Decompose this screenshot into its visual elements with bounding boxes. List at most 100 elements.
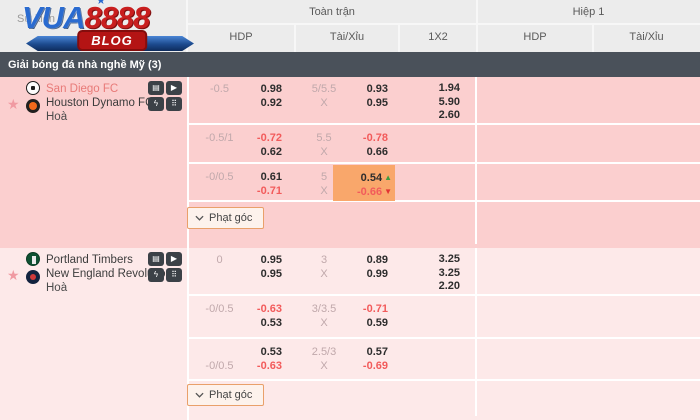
header-divider (186, 0, 188, 52)
league-header[interactable]: Giải bóng đá nhà nghề Mỹ (3) (0, 52, 700, 77)
home-team-name[interactable]: San Diego FC (46, 83, 119, 95)
corner-kicks-expand-button[interactable]: Phạt góc (187, 384, 264, 406)
pitch-view-icon[interactable]: ⠿ (166, 268, 182, 282)
away-team-name[interactable]: Houston Dynamo FC (46, 97, 154, 109)
ou-x-label: X (320, 146, 328, 158)
event-cell[interactable]: ★ Portland Timbers New England Revolutio… (0, 248, 189, 420)
column-header-hdp: HDP (229, 31, 253, 43)
event-column-header: Sự kiện (17, 13, 55, 25)
pitch-view-icon[interactable]: ⠿ (166, 97, 182, 111)
team-logo-san-diego (26, 81, 40, 95)
hdp-away-odds[interactable]: -0.63 (256, 360, 282, 372)
column-divider (475, 77, 477, 125)
favorite-star-icon[interactable]: ★ (7, 96, 20, 112)
ou-x-label: X (320, 268, 328, 280)
league-title: Giải bóng đá nhà nghề Mỹ (3) (8, 59, 162, 71)
odds-row: -0/0.5 0.61 -0.71 5 X 0.54 ▲ -0.66 (189, 164, 700, 202)
hdp-home-odds[interactable]: -0.72 (256, 132, 282, 144)
corner-kicks-label: Phạt góc (209, 389, 253, 401)
corner-kicks-label: Phạt góc (209, 212, 253, 224)
over-odds[interactable]: -0.78 (362, 132, 388, 144)
under-odds[interactable]: -0.66 (357, 186, 383, 198)
ou-line: 3/3.5 (311, 303, 337, 315)
hdp-home-odds[interactable]: -0.63 (256, 303, 282, 315)
live-stream-icon[interactable]: ▶ (166, 81, 182, 95)
header-divider (187, 23, 700, 25)
hdp-home-odds[interactable]: 0.95 (260, 254, 282, 266)
star-icon: ★ (96, 0, 106, 7)
over-odds[interactable]: 0.93 (366, 83, 388, 95)
under-odds[interactable]: -0.69 (362, 360, 388, 372)
odds-row: -0.5 0.98 0.92 5/5.5 X 0.93 0.95 1.94 5.… (189, 77, 700, 125)
1x2-draw-odds[interactable]: 3.25 (438, 266, 460, 279)
team-logo-portland (26, 252, 40, 266)
header-divider (592, 24, 594, 52)
team-logo-new-england (26, 270, 40, 284)
ou-line: 3 (320, 254, 328, 266)
team-logo-houston (26, 99, 40, 113)
over-odds[interactable]: 0.54 (360, 172, 383, 184)
hdp-home-odds[interactable]: 0.53 (260, 346, 282, 358)
over-odds[interactable]: -0.71 (362, 303, 388, 315)
corner-market-row: Phạt góc (187, 381, 700, 416)
column-divider (475, 164, 477, 202)
stats-icon[interactable]: ▤ (148, 81, 164, 95)
column-divider (475, 296, 477, 339)
fast-market-icon[interactable]: ϟ (148, 97, 164, 111)
draw-label: Hoà (46, 111, 68, 123)
away-team-name[interactable]: New England Revolution (46, 268, 172, 280)
hdp-away-odds[interactable]: 0.95 (260, 268, 282, 280)
highlighted-odds-cell: 0.54 ▲ -0.66 ▼ (333, 165, 395, 201)
trend-down-icon: ▼ (384, 187, 392, 196)
column-header-over-under: Tài/Xỉu (329, 31, 365, 43)
chevron-down-icon (195, 392, 204, 398)
under-odds[interactable]: 0.99 (366, 268, 388, 280)
header-divider (398, 24, 400, 52)
over-odds[interactable]: 0.89 (366, 254, 388, 266)
odds-row: -0/0.5 0.53 -0.63 2.5/3 X 0.57 -0.69 (189, 339, 700, 381)
site-logo[interactable]: VUA8888 ★ BLOG (22, 0, 202, 58)
column-group-first-half: Hiệp 1 (572, 6, 605, 18)
over-odds[interactable]: 0.57 (366, 346, 388, 358)
odds-row: -0.5/1 -0.72 0.62 5.5 X -0.78 0.66 (189, 125, 700, 164)
logo-numbers-text: 8888 (84, 0, 150, 35)
under-odds[interactable]: 0.95 (366, 97, 388, 109)
trend-up-icon: ▲ (384, 173, 392, 182)
event-cell[interactable]: ★ San Diego FC Houston Dynamo FC Hoà ▤ ▶… (0, 77, 189, 248)
corner-kicks-expand-button[interactable]: Phạt góc (187, 207, 264, 229)
ou-x-label: X (320, 185, 328, 197)
ou-x-label: X (320, 97, 328, 109)
under-odds[interactable]: 0.66 (366, 146, 388, 158)
home-team-name[interactable]: Portland Timbers (46, 254, 133, 266)
hdp-line: -0.5 (210, 83, 229, 95)
match-row-portland-new-england: ★ Portland Timbers New England Revolutio… (0, 248, 700, 420)
odds-row: 0 0.95 0.95 3 X 0.89 0.99 3.25 3.25 2.20 (189, 248, 700, 296)
hdp-home-odds[interactable]: 0.98 (260, 83, 282, 95)
column-group-full-time: Toàn trận (309, 6, 355, 18)
1x2-away-odds[interactable]: 2.60 (438, 109, 460, 121)
column-divider (475, 125, 477, 164)
hdp-away-odds[interactable]: -0.71 (256, 185, 282, 197)
hdp-line: 0 (216, 254, 223, 266)
live-stream-icon[interactable]: ▶ (166, 252, 182, 266)
1x2-draw-odds[interactable]: 5.90 (438, 95, 460, 108)
column-header-over-under-h1: Tài/Xỉu (629, 31, 664, 43)
hdp-away-odds[interactable]: 0.53 (260, 317, 282, 329)
hdp-away-odds[interactable]: 0.62 (260, 146, 282, 158)
1x2-home-odds[interactable]: 3.25 (438, 253, 460, 265)
stats-icon[interactable]: ▤ (148, 252, 164, 266)
hdp-away-odds[interactable]: 0.92 (260, 97, 282, 109)
under-odds[interactable]: 0.59 (366, 317, 388, 329)
logo-brand-text: VUA (22, 0, 85, 35)
hdp-home-odds[interactable]: 0.61 (260, 171, 282, 183)
favorite-star-icon[interactable]: ★ (7, 267, 20, 283)
ou-line: 5/5.5 (311, 83, 337, 95)
ou-x-label: X (320, 360, 328, 372)
column-divider (475, 248, 477, 296)
column-header-1x2: 1X2 (428, 31, 448, 43)
1x2-home-odds[interactable]: 1.94 (438, 82, 460, 94)
1x2-away-odds[interactable]: 2.20 (438, 280, 460, 292)
odds-row: -0/0.5 -0.63 0.53 3/3.5 X -0.71 0.59 (189, 296, 700, 339)
fast-market-icon[interactable]: ϟ (148, 268, 164, 282)
